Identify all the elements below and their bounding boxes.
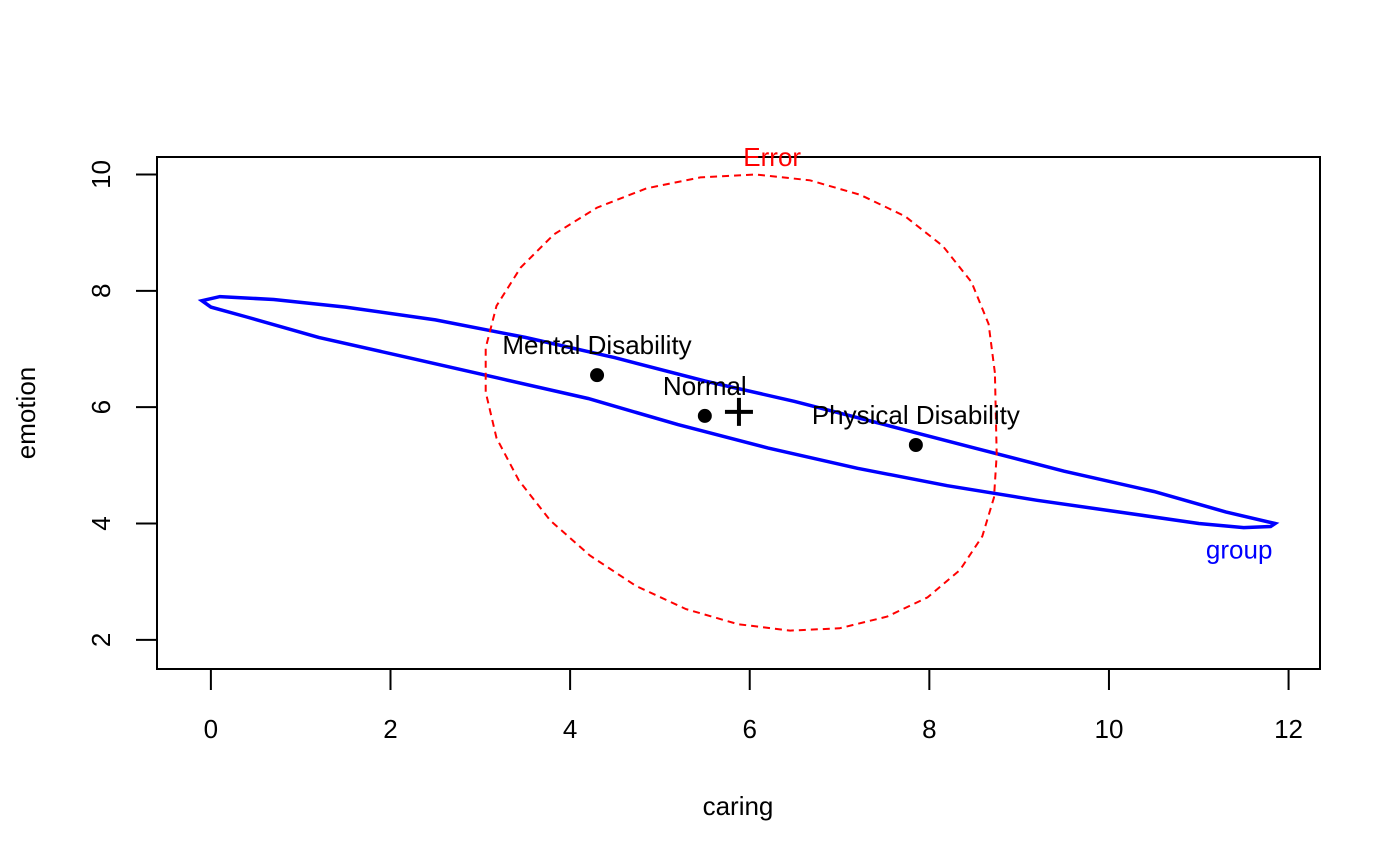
y-tick-label: 4 <box>86 516 116 530</box>
grand-mean-marker <box>724 397 753 426</box>
y-axis-title: emotion <box>11 367 41 460</box>
x-tick-label: 4 <box>563 714 577 744</box>
x-tick-label: 8 <box>922 714 936 744</box>
x-tick-label: 10 <box>1094 714 1123 744</box>
data-point <box>908 438 923 452</box>
x-axis: 0 2 4 6 8 10 12 <box>204 668 1303 744</box>
data-point-label: Normal <box>663 371 747 401</box>
x-axis-title: caring <box>703 791 774 821</box>
y-tick-label: 8 <box>86 284 116 298</box>
x-tick-label: 2 <box>383 714 397 744</box>
plot-area <box>197 173 1280 632</box>
data-point <box>697 408 712 423</box>
error-ellipse <box>484 173 998 632</box>
group-ellipse-label: group <box>1206 535 1273 565</box>
error-ellipse-label: Error <box>743 142 801 172</box>
group-ellipse <box>197 294 1280 530</box>
data-point-label: Mental Disability <box>502 330 691 360</box>
y-tick-label: 10 <box>86 160 116 189</box>
data-point <box>590 368 605 383</box>
data-point-label: Physical Disability <box>812 400 1020 430</box>
x-tick-label: 0 <box>204 714 218 744</box>
y-axis: 2 4 6 8 10 <box>86 160 158 647</box>
y-tick-label: 6 <box>86 400 116 414</box>
x-tick-label: 12 <box>1274 714 1303 744</box>
chart-marks: group Error Mental Disability Normal Physica… <box>502 142 1272 565</box>
y-tick-label: 2 <box>86 633 116 647</box>
x-tick-label: 6 <box>742 714 756 744</box>
